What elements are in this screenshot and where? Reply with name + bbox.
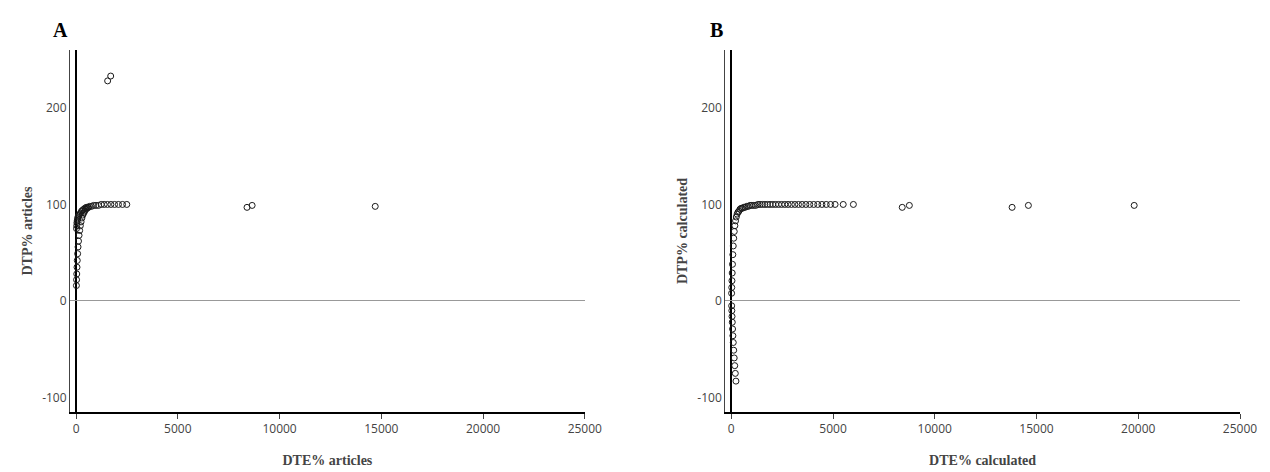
svg-text:100: 100 xyxy=(46,196,67,213)
svg-text:25000: 25000 xyxy=(568,420,602,437)
svg-text:DTP% calculated: DTP% calculated xyxy=(675,178,690,284)
svg-text:0: 0 xyxy=(715,292,722,309)
svg-text:0: 0 xyxy=(728,420,735,437)
svg-text:A: A xyxy=(53,19,68,41)
svg-text:100: 100 xyxy=(701,196,722,213)
svg-text:-100: -100 xyxy=(42,389,67,406)
svg-text:20000: 20000 xyxy=(466,420,500,437)
svg-text:10000: 10000 xyxy=(262,420,296,437)
svg-text:5000: 5000 xyxy=(164,420,192,437)
svg-text:10000: 10000 xyxy=(918,420,952,437)
svg-text:20000: 20000 xyxy=(1121,420,1155,437)
svg-text:-100: -100 xyxy=(697,389,722,406)
svg-text:DTP% articles: DTP% articles xyxy=(20,186,35,276)
svg-text:DTE% calculated: DTE% calculated xyxy=(929,453,1036,468)
svg-text:DTE% articles: DTE% articles xyxy=(282,453,372,468)
svg-text:0: 0 xyxy=(60,292,67,309)
svg-text:200: 200 xyxy=(46,99,67,116)
svg-text:0: 0 xyxy=(73,420,80,437)
svg-text:25000: 25000 xyxy=(1223,420,1257,437)
svg-text:200: 200 xyxy=(701,99,722,116)
svg-text:15000: 15000 xyxy=(1019,420,1053,437)
svg-text:15000: 15000 xyxy=(364,420,398,437)
svg-text:B: B xyxy=(710,19,723,41)
svg-text:5000: 5000 xyxy=(819,420,847,437)
